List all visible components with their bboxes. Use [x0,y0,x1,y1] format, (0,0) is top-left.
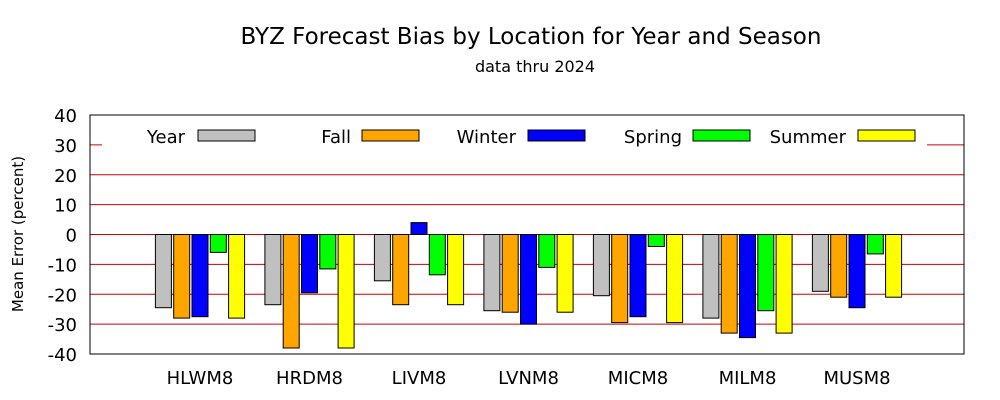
bar [720,234,738,334]
bar [392,234,410,306]
bar [830,234,848,298]
y-tick-label: -10 [48,255,77,276]
legend-label: Spring [624,127,682,148]
bar [228,234,246,319]
y-tick-label: -20 [48,285,77,306]
bar [520,234,537,325]
y-tick-label: 40 [54,106,77,127]
bar [373,234,391,282]
bar [848,234,866,309]
bar [811,234,829,292]
bar [775,234,793,334]
bar [264,234,282,306]
bar [592,234,610,297]
plot-area: 40 30 20 10 0 -10 -20 -30 -40 HLWM8 HRDM8 LIVM8 LVNM… [48,106,965,389]
bar [191,234,209,318]
bar [209,234,227,253]
bar [611,234,629,324]
legend-swatch [692,129,751,142]
bar [885,234,903,298]
bar [282,234,300,349]
bar [702,234,720,319]
bar [301,234,318,294]
bar [319,234,337,270]
x-tick-label: LIVM8 [392,368,447,389]
bar [447,234,465,306]
legend-label: Year [146,127,186,148]
bar [428,234,446,276]
legend-swatch [197,129,256,142]
plot-frame [89,114,965,355]
x-tick-label: MUSM8 [823,368,890,389]
legend-label: Winter [457,127,517,148]
chart-subtitle: data thru 2024 [475,57,595,76]
bar [154,234,172,309]
x-tick-label: HRDM8 [276,368,343,389]
bar [866,234,884,255]
bar [337,234,355,349]
legend-swatch [857,129,916,142]
bar [647,234,665,247]
bar [410,222,428,236]
chart-title: BYZ Forecast Bias by Location for Year a… [241,24,822,50]
y-tick-label: -40 [48,345,77,366]
y-tick-label: 0 [66,226,77,247]
legend-label: Fall [321,127,351,148]
bar [538,234,556,268]
bar [666,234,684,324]
legend-swatch [527,129,586,142]
bar [739,234,756,339]
bar [173,234,191,319]
x-tick-label: MILM8 [719,368,777,389]
bar [757,234,775,312]
y-tick-label: 30 [54,136,77,157]
x-tick-label: LVNM8 [498,368,559,389]
y-tick-label: 20 [54,166,77,187]
bar [483,234,501,312]
y-tick-label: 10 [54,196,77,217]
legend-label: Summer [770,127,847,148]
bar [629,234,647,318]
bar [501,234,519,313]
y-tick-label: -30 [48,315,77,336]
legend-swatch [361,129,420,142]
x-tick-label: HLWM8 [167,368,234,389]
bar [556,234,574,313]
x-tick-label: MICM8 [608,368,668,389]
y-axis-label: Mean Error (percent) [9,156,27,312]
